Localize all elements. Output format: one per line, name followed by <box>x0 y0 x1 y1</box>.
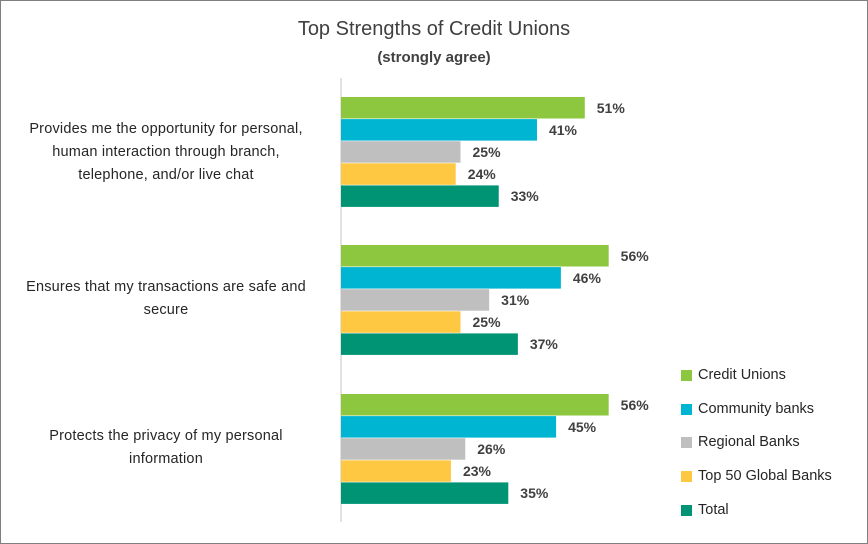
category-label-line: human interaction through branch, <box>52 144 280 160</box>
legend-item: Community banks <box>681 398 814 420</box>
category-label-line: telephone, and/or live chat <box>78 167 254 183</box>
legend-item: Top 50 Global Banks <box>681 465 832 487</box>
legend-swatch <box>681 504 692 516</box>
data-label: 45% <box>568 419 597 435</box>
bar <box>341 482 509 504</box>
legend-label: Total <box>698 502 729 518</box>
category-label-line: Provides me the opportunity for personal… <box>29 121 303 137</box>
legend-item: Regional Banks <box>681 431 800 453</box>
legend-label: Top 50 Global Banks <box>698 468 832 484</box>
bar <box>341 289 490 311</box>
bar <box>341 119 537 141</box>
category-label: Provides me the opportunity for personal… <box>1 118 331 187</box>
legend-label: Community banks <box>698 401 815 417</box>
bar <box>341 416 557 438</box>
category-label: Protects the privacy of my personal info… <box>1 425 331 471</box>
data-label: 25% <box>473 314 502 330</box>
legend-swatch <box>681 403 692 415</box>
chart-subtitle: (strongly agree) <box>377 49 491 66</box>
bar <box>341 333 518 355</box>
bar <box>341 394 609 416</box>
data-label: 41% <box>549 122 578 138</box>
data-label: 24% <box>468 166 497 182</box>
legend-swatch <box>681 369 692 381</box>
data-label: 23% <box>463 463 492 479</box>
bar <box>341 97 585 119</box>
data-label: 56% <box>621 397 650 413</box>
bar <box>341 245 609 267</box>
bar <box>341 267 561 289</box>
data-label: 56% <box>621 248 650 264</box>
data-label: 25% <box>473 144 502 160</box>
legend-item: Credit Unions <box>681 364 786 386</box>
data-label: 33% <box>511 188 540 204</box>
bar <box>341 460 451 482</box>
data-label: 26% <box>477 441 506 457</box>
legend-label: Regional Banks <box>698 434 800 450</box>
bar <box>341 438 466 460</box>
category-label-line: Ensures that my transactions are safe an… <box>26 279 306 295</box>
legend-swatch <box>681 470 692 482</box>
category-label-line: information <box>129 451 203 467</box>
legend-item: Total <box>681 499 729 521</box>
data-label: 51% <box>597 100 626 116</box>
data-label: 46% <box>573 270 602 286</box>
data-label: 35% <box>520 485 549 501</box>
bar <box>341 163 456 185</box>
data-label: 31% <box>501 292 530 308</box>
legend-label: Credit Unions <box>698 367 786 383</box>
chart-title: Top Strengths of Credit Unions <box>297 18 571 40</box>
category-label-line: secure <box>143 302 189 318</box>
bar <box>341 311 461 333</box>
bar <box>341 185 499 207</box>
legend-swatch <box>681 436 692 448</box>
data-label: 37% <box>530 336 559 352</box>
bar <box>341 141 461 163</box>
category-label-line: Protects the privacy of my personal <box>49 428 283 444</box>
category-label: Ensures that my transactions are safe an… <box>1 276 331 322</box>
